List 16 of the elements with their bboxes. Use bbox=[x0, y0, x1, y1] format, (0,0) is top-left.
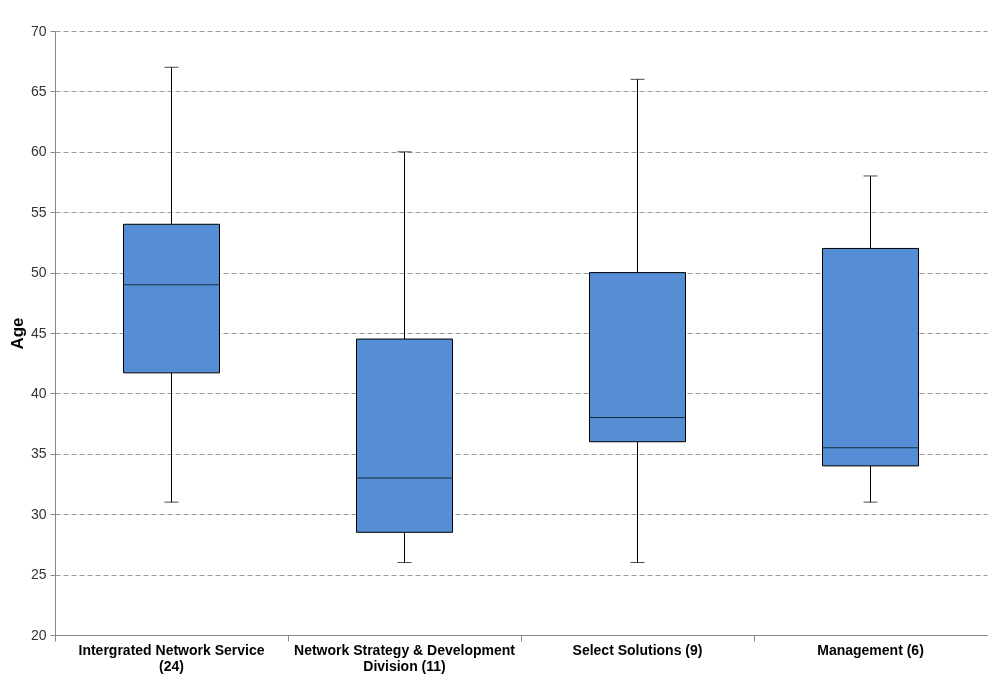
y-tick-label: 25 bbox=[30, 566, 47, 583]
y-tick-label: 55 bbox=[30, 203, 47, 220]
y-tick-label: 50 bbox=[30, 264, 47, 281]
y-tick-label: 20 bbox=[30, 626, 47, 643]
y-tick-label: 70 bbox=[30, 22, 47, 39]
y-tick-label: 65 bbox=[30, 82, 47, 99]
y-tick-label: 45 bbox=[30, 324, 47, 341]
y-tick-label: 40 bbox=[30, 384, 47, 401]
y-tick-label: 35 bbox=[30, 445, 47, 462]
y-tick-label: 30 bbox=[30, 505, 47, 522]
x-tick-label: Network Strategy & Development Division (11) bbox=[294, 641, 516, 674]
x-tick-label: Management (6) bbox=[817, 641, 924, 658]
x-tick-label: Select Solutions (9) bbox=[572, 641, 703, 658]
x-tick-label: Intergrated Network Service (24) bbox=[78, 641, 265, 674]
y-tick-label: 60 bbox=[30, 143, 47, 160]
y-axis-title: Age bbox=[7, 317, 27, 350]
